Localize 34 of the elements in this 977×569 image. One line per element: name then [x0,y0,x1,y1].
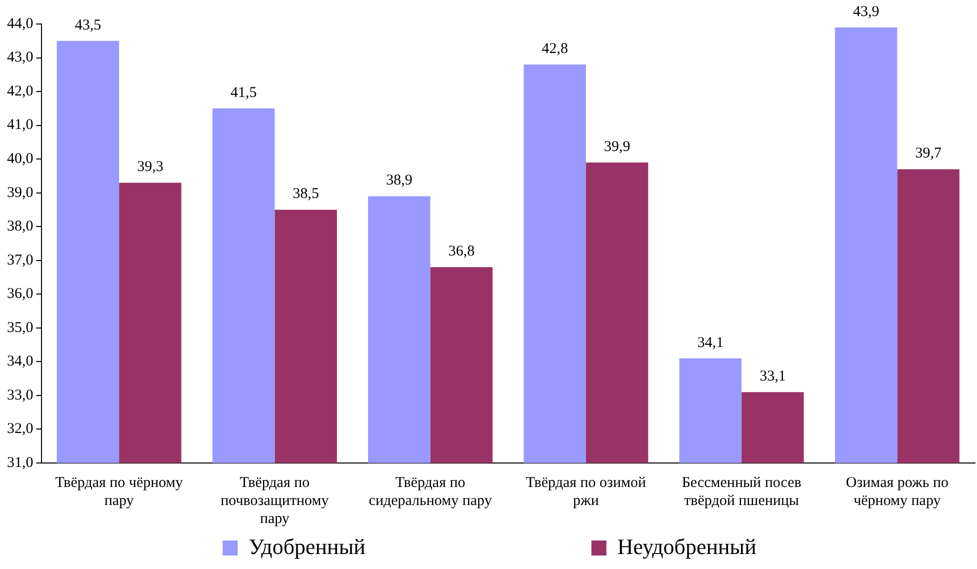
x-tick-label: Озимая рожь по чёрному пару [846,474,948,509]
y-tick-label: 39,0 [7,184,34,201]
y-tick-label: 38,0 [7,218,34,235]
data-label: 36,8 [448,244,475,260]
data-label: 41,5 [230,84,257,101]
y-tick-label: 41,0 [7,117,34,134]
y-tick-label: 40,0 [7,151,34,168]
x-tick-label: Твёрдая по чёрному пару [55,474,184,509]
y-tick-label: 37,0 [7,252,34,268]
y-tick-label: 32,0 [7,421,34,438]
x-tick-label: Бессменный посев твёрдой пшеницы [682,474,802,509]
data-label: 34,1 [697,334,724,351]
x-tick-label: Твёрдая по сидеральному пару [368,474,492,509]
data-label: 38,5 [292,186,319,202]
data-label: 43,5 [74,17,102,34]
data-label: 33,1 [760,368,786,385]
x-tick-label: Твёрдая по озимой ржи [526,474,646,509]
data-label: 38,9 [386,172,412,189]
legend-label: Неудобренный [617,534,757,559]
data-label: 39,7 [915,146,942,162]
data-label: 43,9 [852,4,880,20]
y-tick-label: 35,0 [7,320,34,336]
data-label: 39,3 [137,159,164,176]
y-tick-label: 33,0 [7,387,34,404]
y-tick-label: 42,0 [7,83,34,100]
y-tick-label: 36,0 [7,286,34,302]
y-tick-label: 31,0 [7,454,34,471]
y-tick-label: 44,0 [7,16,34,32]
data-label: 42,8 [542,40,568,57]
x-tick-label: Твёрдая по почвозащитному пару [220,474,330,527]
y-tick-label: 34,0 [7,354,34,370]
data-label: 39,9 [604,138,630,155]
legend-label: Удобренный [248,534,586,559]
y-tick-label: 43,0 [7,50,34,66]
